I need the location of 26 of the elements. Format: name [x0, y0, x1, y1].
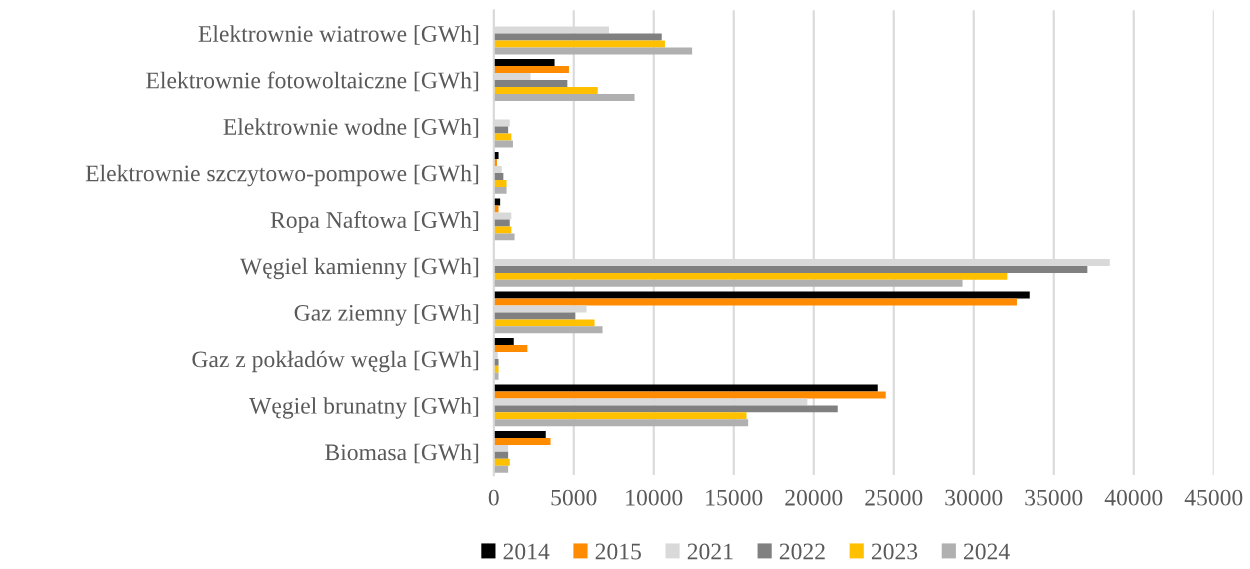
y-tick-label: Gaz ziemny [GWh]	[294, 304, 479, 326]
x-tick-label: 30000	[945, 489, 1003, 506]
x-tick-label: 35000	[1025, 489, 1083, 506]
legend-label: 2022	[779, 543, 825, 560]
x-tick-label: 15000	[706, 489, 763, 506]
y-tick-label: Węgiel kamienny [GWh]	[239, 257, 479, 280]
x-tick-label: 45000	[1184, 489, 1243, 506]
y-tick-label: Elektrownie fotowoltaiczne [GWh]	[146, 71, 479, 92]
y-tick-label: Ropa Naftowa [GWh]	[270, 211, 479, 233]
x-tick-label: 20000	[785, 489, 843, 506]
x-tick-label: 40000	[1104, 489, 1163, 506]
legend-label: 2023	[871, 543, 918, 560]
legend-label: 2014	[503, 543, 550, 560]
y-tick-label: Biomasa [GWh]	[325, 443, 479, 464]
y-tick-label: Węgiel brunatny [GWh]	[249, 397, 479, 419]
legend-label: 2024	[964, 543, 1010, 560]
x-tick-label: 0	[488, 489, 499, 506]
y-tick-label: Elektrownie szczytowo-pompowe [GWh]	[85, 164, 479, 187]
x-tick-label: 10000	[626, 489, 683, 506]
x-tick-label: 5000	[551, 489, 597, 506]
y-tick-label: Gaz z pokładów węgla [GWh]	[192, 350, 479, 373]
legend-label: 2015	[595, 543, 641, 560]
y-tick-label: Elektrownie wiatrowe [GWh]	[198, 25, 479, 45]
x-tick-label: 25000	[865, 489, 923, 506]
legend-label: 2021	[687, 543, 733, 560]
y-tick-label: Elektrownie wodne [GWh]	[223, 118, 479, 138]
